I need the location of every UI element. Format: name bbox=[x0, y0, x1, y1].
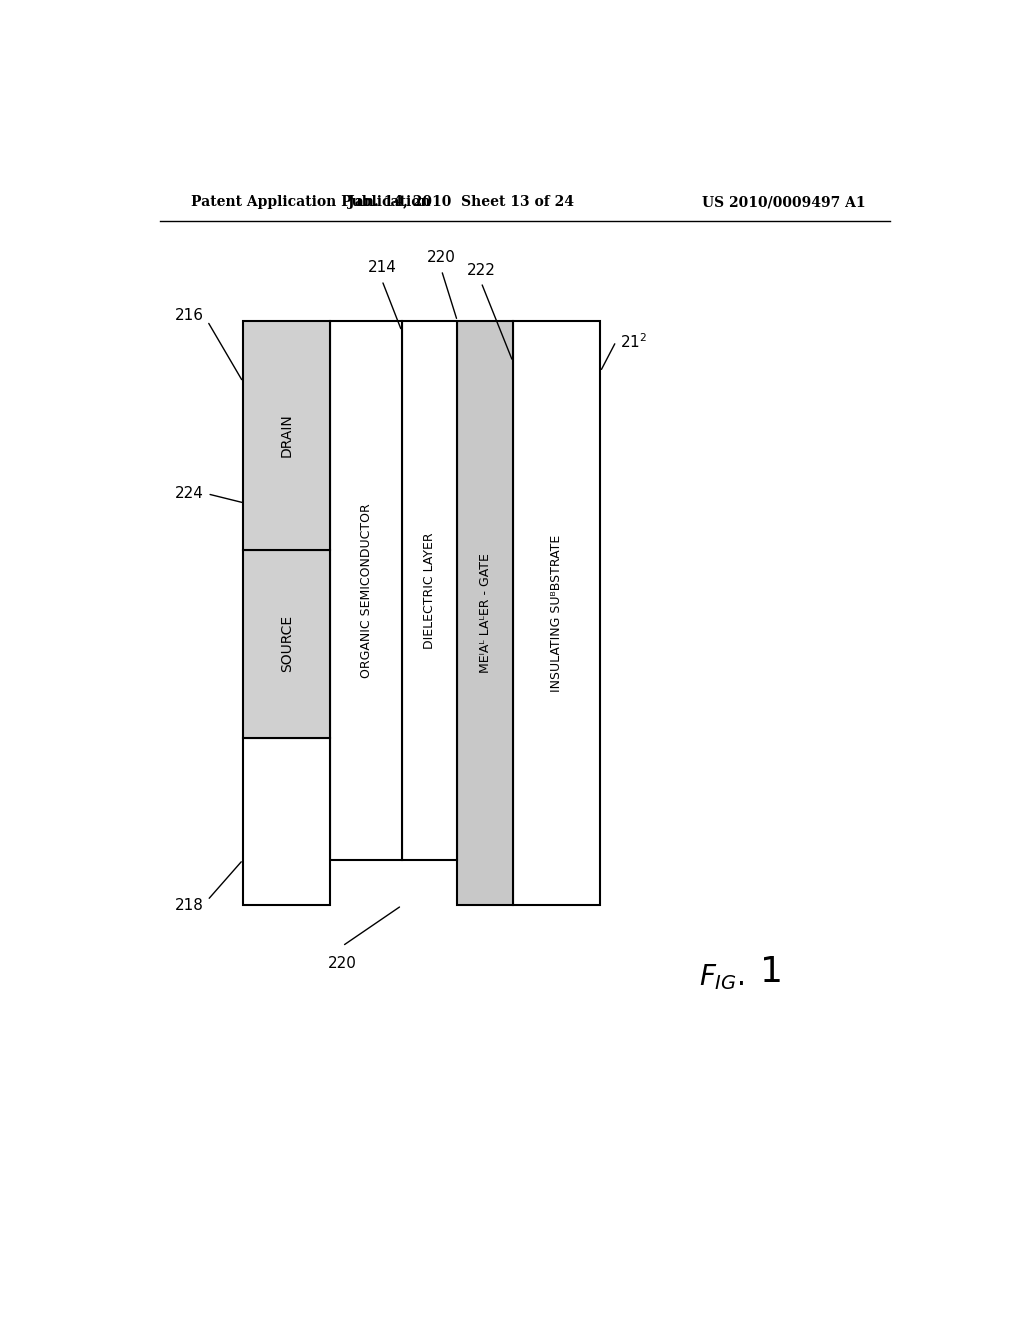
Text: 218: 218 bbox=[174, 898, 204, 913]
Text: DIELECTRIC LAYER: DIELECTRIC LAYER bbox=[423, 532, 436, 648]
Text: DRAIN: DRAIN bbox=[280, 413, 294, 457]
Text: Patent Application Publication: Patent Application Publication bbox=[191, 195, 431, 209]
Text: 224: 224 bbox=[174, 486, 204, 502]
Bar bbox=[243, 321, 331, 549]
Text: 220: 220 bbox=[328, 956, 356, 972]
Text: 216: 216 bbox=[174, 309, 204, 323]
Text: 220: 220 bbox=[427, 249, 456, 265]
Bar bbox=[513, 321, 600, 906]
Text: Jan. 14, 2010  Sheet 13 of 24: Jan. 14, 2010 Sheet 13 of 24 bbox=[348, 195, 574, 209]
Bar bbox=[458, 321, 513, 906]
Text: US 2010/0009497 A1: US 2010/0009497 A1 bbox=[702, 195, 866, 209]
Text: $21^2$: $21^2$ bbox=[620, 333, 647, 351]
Bar bbox=[401, 321, 458, 859]
Bar bbox=[243, 738, 331, 906]
Text: ORGANIC SEMICONDUCTOR: ORGANIC SEMICONDUCTOR bbox=[359, 503, 373, 677]
Bar bbox=[331, 321, 401, 859]
Text: $\mathit{F}_{\mathit{IG}}.$: $\mathit{F}_{\mathit{IG}}.$ bbox=[699, 962, 744, 991]
Bar bbox=[243, 549, 331, 738]
Text: 222: 222 bbox=[467, 263, 496, 279]
Text: 214: 214 bbox=[368, 260, 396, 276]
Text: $\mathit{1}$: $\mathit{1}$ bbox=[759, 954, 780, 989]
Text: SOURCE: SOURCE bbox=[280, 615, 294, 672]
Text: INSULATING SUᴮBSTRATE: INSULATING SUᴮBSTRATE bbox=[550, 535, 563, 692]
Text: MEᴵAᴸ LAᴸER - GATE: MEᴵAᴸ LAᴸER - GATE bbox=[478, 553, 492, 673]
